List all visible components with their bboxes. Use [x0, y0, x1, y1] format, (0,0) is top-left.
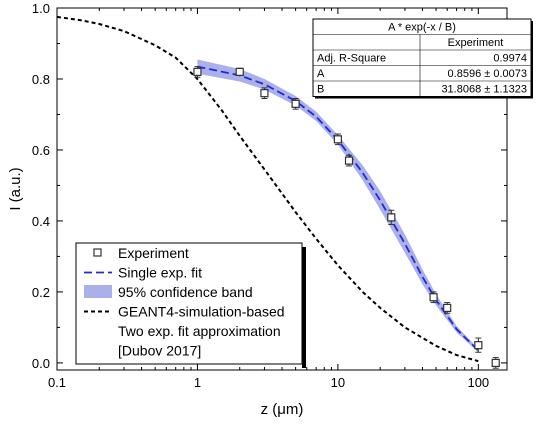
stats-row-value: 0.9974 [493, 53, 527, 65]
y-tick-label: 0.4 [32, 214, 50, 229]
simulation-layer [56, 15, 479, 363]
data-point [344, 154, 354, 167]
stats-row-value: 0.8596 ± 0.0073 [448, 68, 527, 80]
stats-column-header: Experiment [448, 37, 504, 49]
x-axis-title: z (μm) [261, 401, 304, 418]
legend-label: Two exp. fit approximation [118, 323, 281, 339]
data-point [235, 67, 244, 76]
data-point [333, 133, 342, 146]
legend-experiment-symbol [93, 248, 102, 257]
legend-label: Experiment [118, 245, 189, 261]
stats-row-label: B [317, 84, 324, 96]
stats-title: A * exp(-x / B) [388, 22, 456, 34]
confidence-band [197, 59, 479, 353]
legend-label: GEANT4-simulation-based [118, 304, 285, 320]
x-tick-label: 100 [467, 375, 489, 390]
y-tick-label: 0.2 [32, 285, 50, 300]
legend-box [75, 242, 303, 365]
data-point [193, 66, 202, 78]
legend-label: 95% confidence band [118, 284, 253, 300]
legend-label: [Dubov 2017] [118, 343, 201, 359]
data-point [429, 291, 438, 304]
x-tick-label: 10 [331, 375, 345, 390]
legend-items: Experiment Single exp. fit 95% confidence … [84, 245, 285, 359]
stats-box [312, 18, 532, 97]
legend-shadow [302, 247, 306, 368]
data-point [443, 302, 452, 314]
data-point [387, 209, 396, 225]
data-point [260, 87, 269, 99]
x-tick-label: 0.1 [48, 375, 66, 390]
stats-row-label: Adj. R-Square [317, 53, 386, 65]
y-tick-label: 0.6 [32, 143, 50, 158]
legend-label: Single exp. fit [118, 265, 202, 281]
confidence-band-layer [197, 59, 479, 353]
y-tick-label: 0.0 [32, 356, 50, 371]
data-point [474, 337, 483, 353]
y-tick-label: 0.8 [32, 72, 50, 87]
y-axis-title: I (a.u.) [7, 167, 24, 210]
data-point [291, 98, 300, 110]
points-layer [193, 66, 500, 369]
stats-row-value: 31.8068 ± 1.1323 [441, 84, 527, 96]
legend: Experiment Single exp. fit 95% confidence … [75, 242, 306, 368]
y-axis: 0.0 0.2 0.4 0.6 0.8 1.0 [32, 1, 507, 371]
y-tick-label: 1.0 [32, 1, 50, 16]
x-tick-label: 1 [194, 375, 201, 390]
simulation-line [56, 15, 479, 363]
stats-table: A * exp(-x / B) Experiment Adj. R-Square 0.… [312, 18, 533, 99]
x-axis: 0.1 1 10 100 [48, 8, 489, 390]
data-point [491, 357, 500, 369]
legend-band-symbol [84, 285, 112, 298]
stats-row-label: A [317, 68, 325, 80]
